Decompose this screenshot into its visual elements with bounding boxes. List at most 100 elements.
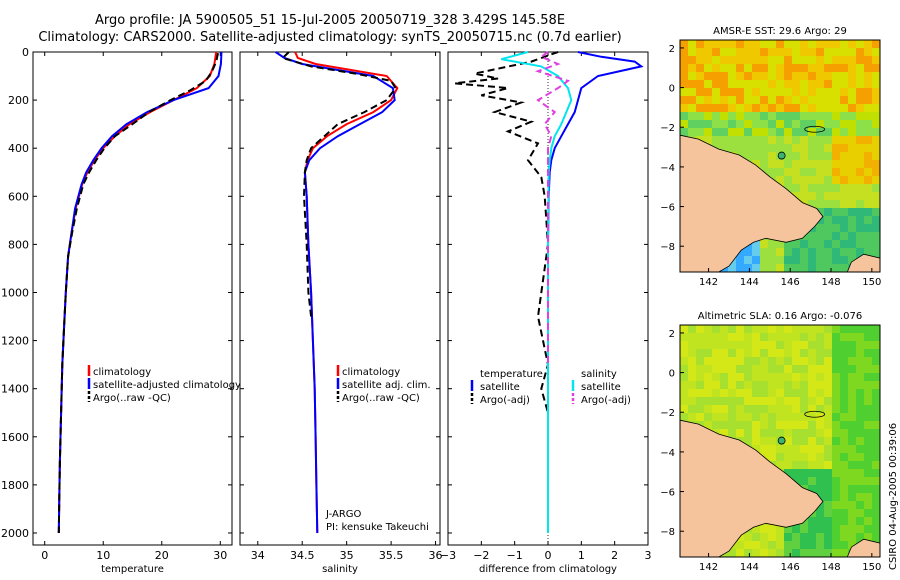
map-cell xyxy=(824,248,832,256)
map-cell xyxy=(680,413,688,421)
map-cell xyxy=(784,64,792,72)
map-cell xyxy=(856,232,864,240)
map-cell xyxy=(736,541,744,549)
map-cell xyxy=(848,477,856,485)
map-cell xyxy=(832,120,840,128)
map-cell xyxy=(768,421,776,429)
map-cell xyxy=(816,104,824,112)
map-cell xyxy=(776,64,784,72)
map-cell xyxy=(872,192,880,200)
map-cell xyxy=(728,333,736,341)
map-cell xyxy=(808,405,816,413)
map-cell xyxy=(696,96,704,104)
map-cell xyxy=(768,365,776,373)
x-tick-label: 150 xyxy=(862,277,881,288)
map-cell xyxy=(816,120,824,128)
map-cell xyxy=(680,64,688,72)
panel-temperature: 0 10 20 30 0 200 400 600 800 1000 1200 1400 1600 1800… xyxy=(1,46,241,575)
map-cell xyxy=(840,541,848,549)
map-cell xyxy=(864,349,872,357)
map-cell xyxy=(832,325,840,333)
y-tick-label: 1200 xyxy=(1,335,29,348)
map-cell xyxy=(864,232,872,240)
map-cell xyxy=(696,56,704,64)
map-cell xyxy=(800,128,808,136)
map-cell xyxy=(832,184,840,192)
map-cell xyxy=(848,216,856,224)
map-cell xyxy=(728,549,736,557)
map-cell xyxy=(776,349,784,357)
map-cell xyxy=(768,128,776,136)
map-cell xyxy=(824,533,832,541)
map-cell xyxy=(688,112,696,120)
map-cell xyxy=(744,533,752,541)
map-cell xyxy=(696,349,704,357)
map-cell xyxy=(800,88,808,96)
map-cell xyxy=(864,40,872,48)
map-cell xyxy=(736,136,744,144)
map-cell xyxy=(832,405,840,413)
map-cell xyxy=(840,224,848,232)
map-cell xyxy=(872,413,880,421)
map-cell xyxy=(824,72,832,80)
map-cell xyxy=(744,357,752,365)
map-cell xyxy=(712,72,720,80)
map-cell xyxy=(816,96,824,104)
map-cell xyxy=(728,397,736,405)
map-cell xyxy=(752,56,760,64)
map-cell xyxy=(864,357,872,365)
map-cell xyxy=(744,56,752,64)
map-cell xyxy=(824,509,832,517)
map-cell xyxy=(864,248,872,256)
map-cell xyxy=(728,48,736,56)
map-cell xyxy=(848,120,856,128)
map-cell xyxy=(824,120,832,128)
map-cell xyxy=(824,200,832,208)
map-cell xyxy=(824,232,832,240)
map-cell xyxy=(832,96,840,104)
map-cell xyxy=(872,128,880,136)
map-cell xyxy=(808,381,816,389)
map-cell xyxy=(832,200,840,208)
map-cell xyxy=(768,64,776,72)
map-cell xyxy=(864,120,872,128)
map-cell xyxy=(816,365,824,373)
map-cell xyxy=(800,48,808,56)
map-cell xyxy=(752,160,760,168)
map-cell xyxy=(752,525,760,533)
argo-position-marker xyxy=(777,436,786,445)
map-cell xyxy=(792,365,800,373)
map-cell xyxy=(848,56,856,64)
map-cell xyxy=(864,453,872,461)
map-cell xyxy=(872,325,880,333)
map-cell xyxy=(752,421,760,429)
x-tick-label: 3 xyxy=(645,549,652,562)
map-cell xyxy=(816,184,824,192)
map-cell xyxy=(840,48,848,56)
map-cell xyxy=(736,389,744,397)
panel-difference: −3 −2 −1 0 1 2 3 difference from climatology tem… xyxy=(440,51,652,575)
map-cell xyxy=(776,256,784,264)
map-cell xyxy=(768,152,776,160)
map-cell xyxy=(768,48,776,56)
map-cell xyxy=(816,341,824,349)
map-cell xyxy=(816,541,824,549)
map-cell xyxy=(792,525,800,533)
map-cell xyxy=(776,461,784,469)
map-cell xyxy=(872,72,880,80)
map-cell xyxy=(832,429,840,437)
map-cell xyxy=(688,397,696,405)
map-cell xyxy=(792,256,800,264)
map-cell xyxy=(784,357,792,365)
map-cell xyxy=(712,333,720,341)
map-cell xyxy=(824,493,832,501)
map-cell xyxy=(752,365,760,373)
map-cell xyxy=(768,144,776,152)
map-cell xyxy=(808,264,816,272)
map-cell xyxy=(832,192,840,200)
map-cell xyxy=(744,413,752,421)
map-cell xyxy=(824,128,832,136)
map-cell xyxy=(720,429,728,437)
map-cell xyxy=(792,421,800,429)
map-cell xyxy=(760,152,768,160)
